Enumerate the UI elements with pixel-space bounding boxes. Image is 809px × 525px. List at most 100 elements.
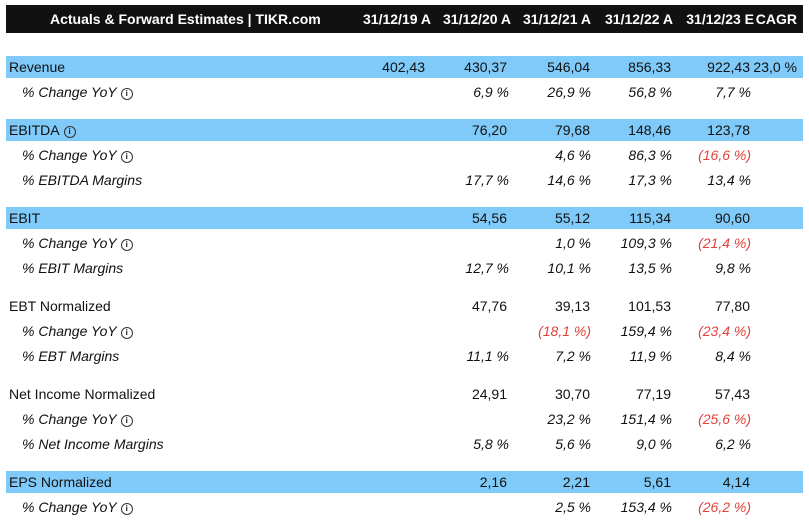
- table-row-ebitda-margins[interactable]: % EBITDA Margins 17,7 % 14,6 % 17,3 % 13…: [6, 169, 803, 191]
- cell-2021: 7,2 %: [555, 348, 591, 364]
- cell-2020: 54,56: [471, 210, 507, 226]
- table-row-ebt-normalized[interactable]: EBT Normalized 47,76 39,13 101,53 77,80: [6, 295, 803, 317]
- cell-2020: 76,20: [471, 122, 507, 138]
- cell-2023: 57,43: [714, 386, 750, 402]
- cell-2023: 4,14: [722, 474, 750, 490]
- cell-2021: 5,6 %: [555, 436, 591, 452]
- cell-2022: 9,0 %: [636, 436, 672, 452]
- table-row-revenue-change[interactable]: % Change YoY i 6,9 % 26,9 % 56,8 % 7,7 %: [6, 81, 803, 103]
- row-label: EPS Normalized: [9, 474, 112, 490]
- cell-2023: 7,7 %: [715, 84, 751, 100]
- cell-2022: 5,61: [643, 474, 671, 490]
- cell-2023: 6,2 %: [715, 436, 751, 452]
- row-label: % Change YoY i: [22, 81, 133, 103]
- cell-2022: 13,5 %: [628, 260, 672, 276]
- cell-2022: 153,4 %: [620, 499, 672, 515]
- row-label: % Change YoY i: [22, 144, 133, 166]
- cell-cagr: 23,0 %: [753, 59, 797, 75]
- cell-2020: 17,7 %: [465, 172, 509, 188]
- table-row-ebit-change[interactable]: % Change YoY i 1,0 % 109,3 % (21,4 %): [6, 232, 803, 254]
- cell-2022: 11,9 %: [629, 348, 672, 364]
- cell-2021: 2,5 %: [555, 499, 591, 515]
- table-row-eps-normalized[interactable]: EPS Normalized 2,16 2,21 5,61 4,14: [6, 471, 803, 493]
- column-header-2023[interactable]: 31/12/23 E: [686, 11, 754, 27]
- cell-2023: 13,4 %: [707, 172, 751, 188]
- info-icon[interactable]: i: [120, 327, 133, 339]
- cell-2021: 1,0 %: [555, 235, 591, 251]
- cell-2023: 90,60: [714, 210, 750, 226]
- cell-2022: 17,3 %: [628, 172, 672, 188]
- cell-2020: 47,76: [471, 298, 507, 314]
- column-header-2020[interactable]: 31/12/20 A: [443, 11, 511, 27]
- cell-2021: 23,2 %: [547, 411, 591, 427]
- cell-2020: 12,7 %: [465, 260, 509, 276]
- cell-2020: 2,16: [479, 474, 507, 490]
- table-row-revenue[interactable]: Revenue 402,43 430,37 546,04 856,33 922,…: [6, 56, 803, 78]
- table-row-eps-change[interactable]: % Change YoY i 2,5 % 153,4 % (26,2 %): [6, 496, 803, 518]
- table-header: Actuals & Forward Estimates | TIKR.com 3…: [6, 5, 803, 33]
- cell-2021: 55,12: [554, 210, 590, 226]
- cell-2021: 79,68: [554, 122, 590, 138]
- row-label: EBITDA i: [9, 119, 76, 141]
- row-label: % Change YoY i: [22, 408, 133, 430]
- cell-2021: 10,1 %: [547, 260, 591, 276]
- row-label: % Change YoY i: [22, 496, 133, 518]
- cell-2022: 115,34: [629, 210, 671, 226]
- cell-2023: (26,2 %): [698, 499, 751, 515]
- row-label: % Change YoY i: [22, 320, 133, 342]
- cell-2022: 56,8 %: [628, 84, 672, 100]
- cell-2023: 123,78: [707, 122, 750, 138]
- cell-2021: 4,6 %: [555, 147, 591, 163]
- cell-2023: (23,4 %): [698, 323, 751, 339]
- cell-2021: 2,21: [562, 474, 590, 490]
- cell-2023: (16,6 %): [698, 147, 751, 163]
- cell-2020: 11,1 %: [466, 348, 509, 364]
- cell-2021: 26,9 %: [547, 84, 591, 100]
- cell-2023: 922,43: [707, 59, 750, 75]
- info-icon[interactable]: i: [120, 415, 133, 427]
- cell-2020: 6,9 %: [473, 84, 509, 100]
- cell-2021: 39,13: [554, 298, 590, 314]
- cell-2023: 77,80: [714, 298, 750, 314]
- info-icon[interactable]: i: [120, 151, 133, 163]
- table-row-net-income-normalized[interactable]: Net Income Normalized 24,91 30,70 77,19 …: [6, 383, 803, 405]
- table-row-net-income-change[interactable]: % Change YoY i 23,2 % 151,4 % (25,6 %): [6, 408, 803, 430]
- table-row-ebitda-change[interactable]: % Change YoY i 4,6 % 86,3 % (16,6 %): [6, 144, 803, 166]
- info-icon[interactable]: i: [120, 88, 133, 100]
- table-row-net-income-margins[interactable]: % Net Income Margins 5,8 % 5,6 % 9,0 % 6…: [6, 433, 803, 455]
- row-label: % Net Income Margins: [22, 436, 164, 452]
- row-label: EBT Normalized: [9, 298, 111, 314]
- table-row-ebt-margins[interactable]: % EBT Margins 11,1 % 7,2 % 11,9 % 8,4 %: [6, 345, 803, 367]
- column-header-2019[interactable]: 31/12/19 A: [363, 11, 431, 27]
- info-icon[interactable]: i: [63, 126, 76, 138]
- column-header-2022[interactable]: 31/12/22 A: [605, 11, 673, 27]
- cell-2022: 159,4 %: [620, 323, 672, 339]
- row-label: % EBITDA Margins: [22, 172, 143, 188]
- table-row-ebitda[interactable]: EBITDA i 76,20 79,68 148,46 123,78: [6, 119, 803, 141]
- column-header-2021[interactable]: 31/12/21 A: [523, 11, 591, 27]
- row-label: EBIT: [9, 210, 41, 226]
- table-row-ebt-change[interactable]: % Change YoY i (18,1 %) 159,4 % (23,4 %): [6, 320, 803, 342]
- cell-2022: 151,4 %: [620, 411, 672, 427]
- cell-2022: 856,33: [628, 59, 671, 75]
- table-row-ebit[interactable]: EBIT 54,56 55,12 115,34 90,60: [6, 207, 803, 229]
- cell-2022: 101,53: [628, 298, 671, 314]
- table-title: Actuals & Forward Estimates | TIKR.com: [50, 11, 321, 27]
- cell-2023: 8,4 %: [715, 348, 751, 364]
- row-label: % EBIT Margins: [22, 260, 124, 276]
- column-header-cagr[interactable]: CAGR: [755, 11, 797, 27]
- info-icon[interactable]: i: [120, 239, 133, 251]
- cell-2023: (25,6 %): [698, 411, 751, 427]
- table-row-ebit-margins[interactable]: % EBIT Margins 12,7 % 10,1 % 13,5 % 9,8 …: [6, 257, 803, 279]
- cell-2020: 24,91: [471, 386, 507, 402]
- info-icon[interactable]: i: [120, 503, 133, 515]
- cell-2020: 430,37: [464, 59, 507, 75]
- cell-2022: 109,3 %: [620, 235, 672, 251]
- cell-2023: (21,4 %): [698, 235, 751, 251]
- row-label: Revenue: [9, 59, 66, 75]
- cell-2021: 546,04: [547, 59, 590, 75]
- cell-2019: 402,43: [382, 59, 425, 75]
- cell-2022: 86,3 %: [628, 147, 672, 163]
- cell-2023: 9,8 %: [715, 260, 751, 276]
